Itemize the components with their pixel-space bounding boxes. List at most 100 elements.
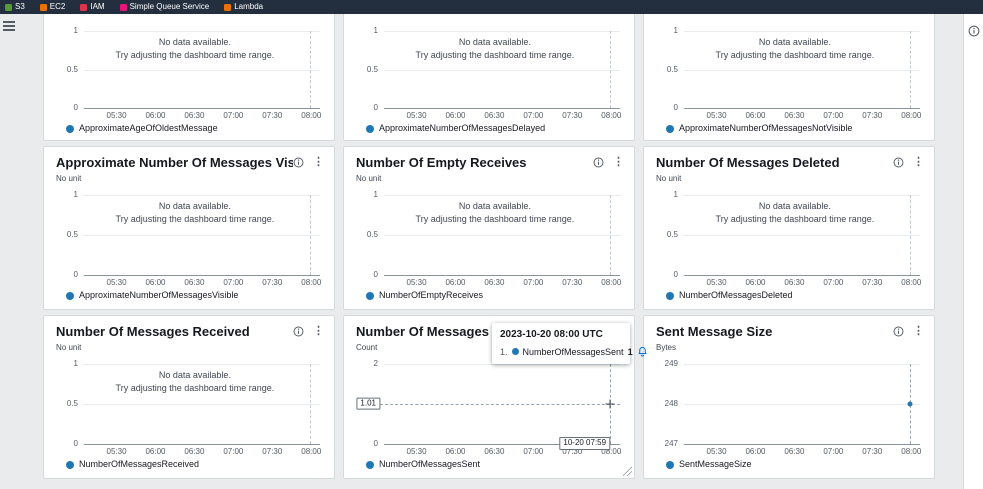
series-data-point xyxy=(907,401,913,407)
time-cursor-line xyxy=(910,31,912,108)
no-data-line2: Try adjusting the dashboard time range. xyxy=(715,214,875,225)
card-header-icons: ⋮ xyxy=(293,157,324,168)
card-title: Number Of Empty Receives xyxy=(356,155,527,170)
y-axis-unit-label: Bytes xyxy=(656,343,677,352)
no-data-line2: Try adjusting the dashboard time range. xyxy=(115,50,275,61)
chart-plot-area[interactable]: 1 0.5 0 05:30 06:00 06:30 07:00 07:30 08:00 No da… xyxy=(367,27,621,120)
cursor-value-label: 1.01 xyxy=(356,397,380,410)
tooltip-series-name: NumberOfMessagesSent xyxy=(522,346,624,357)
legend-item[interactable]: ApproximateAgeOfOldestMessage xyxy=(66,124,334,133)
x-tick-label: 07:00 xyxy=(223,447,244,456)
widget-resize-handle[interactable] xyxy=(623,467,632,476)
widget-info-icon[interactable] xyxy=(293,157,304,168)
gridline xyxy=(684,69,920,71)
x-tick-label: 08:00 xyxy=(301,111,322,120)
card-title: Sent Message Size xyxy=(656,324,773,339)
gridline xyxy=(384,275,620,276)
widget-info-icon[interactable] xyxy=(293,326,304,337)
widget-info-icon[interactable] xyxy=(893,157,904,168)
help-info-icon[interactable] xyxy=(968,24,980,42)
legend-item[interactable]: NumberOfMessagesSent xyxy=(366,460,634,469)
favorites-item-ec2[interactable]: EC2 xyxy=(39,3,65,11)
favorites-item-iam[interactable]: IAM xyxy=(80,3,105,11)
x-tick-label: 06:00 xyxy=(745,111,766,120)
gridline xyxy=(684,275,920,276)
legend-item[interactable]: NumberOfEmptyReceives xyxy=(366,291,634,300)
no-data-line1: No data available. xyxy=(158,369,231,380)
chart-plot-area[interactable]: 1 0.5 0 05:30 06:00 06:30 07:00 07:30 08:00 No da… xyxy=(667,191,921,287)
card-title: Number Of Messages Deleted xyxy=(656,155,840,170)
gridline xyxy=(684,364,920,365)
no-data-line1: No data available. xyxy=(158,200,231,211)
x-tick-label: 06:00 xyxy=(145,111,166,120)
widget-kebab-menu-icon[interactable]: ⋮ xyxy=(313,325,324,337)
y-tick-label: 0.5 xyxy=(66,399,78,408)
dashboard-canvas: 1 0.5 0 05:30 06:00 06:30 07:00 07:30 08:00 No da… xyxy=(0,14,983,489)
y-axis-unit-label: No unit xyxy=(656,174,682,183)
no-data-line2: Try adjusting the dashboard time range. xyxy=(115,214,275,225)
y-tick-label: 0 xyxy=(73,439,78,448)
widget-kebab-menu-icon[interactable]: ⋮ xyxy=(613,156,624,168)
y-axis-unit-label: No unit xyxy=(56,174,82,183)
card-header-icons: ⋮ xyxy=(893,326,924,337)
legend-item[interactable]: SentMessageSize xyxy=(666,460,934,469)
gridline xyxy=(84,404,320,405)
widget-info-icon[interactable] xyxy=(893,326,904,337)
create-alarm-bell-icon[interactable] xyxy=(637,346,648,357)
widget-kebab-menu-icon[interactable]: ⋮ xyxy=(313,156,324,168)
legend-item[interactable]: ApproximateNumberOfMessagesNotVisible xyxy=(666,124,934,133)
help-panel-strip xyxy=(963,14,983,489)
favorites-item-sqs[interactable]: Simple Queue Service xyxy=(119,3,209,11)
legend-item[interactable]: ApproximateNumberOfMessagesVisible xyxy=(66,291,334,300)
legend-color-dot xyxy=(666,460,674,469)
chart-plot-area[interactable]: 1 0.5 0 05:30 06:00 06:30 07:00 07:30 08:00 No da… xyxy=(367,191,621,287)
gridline xyxy=(84,364,320,365)
widget-kebab-menu-icon[interactable]: ⋮ xyxy=(913,325,924,337)
cursor-date-label: 10-20 07:59 xyxy=(559,436,611,450)
crosshair-marker xyxy=(605,399,615,409)
card-approximate-age-of-oldest-message: 1 0.5 0 05:30 06:00 06:30 07:00 07:30 08:00 No da… xyxy=(43,14,335,141)
card-approximate-number-of-messages-not-visible: 1 0.5 0 05:30 06:00 06:30 07:00 07:30 08:00 No da… xyxy=(643,14,935,141)
widget-info-icon[interactable] xyxy=(593,157,604,168)
x-tick-label: 08:00 xyxy=(301,278,322,287)
y-tick-label: 0.5 xyxy=(666,64,678,74)
card-number-of-empty-receives: Number Of Empty Receives ⋮ No unit 1 0.5 0 05:… xyxy=(343,146,635,310)
legend-item[interactable]: ApproximateNumberOfMessagesDelayed xyxy=(366,124,634,133)
x-tick-label: 05:30 xyxy=(406,278,427,287)
x-tick-label: 08:00 xyxy=(901,278,922,287)
chart-plot-area[interactable]: 249 248 247 05:30 06:00 06:30 07:00 07:30 08:00 xyxy=(665,360,922,456)
y-tick-label: 248 xyxy=(664,399,678,408)
chart-plot-area[interactable]: 1 0.5 0 05:30 06:00 06:30 07:00 07:30 08:00 No da… xyxy=(67,27,321,120)
favorites-item-s3[interactable]: S3 xyxy=(5,3,25,11)
s3-service-icon xyxy=(5,3,12,11)
x-tick-label: 06:30 xyxy=(484,447,505,456)
y-axis-unit-label: No unit xyxy=(56,343,82,352)
legend-item[interactable]: NumberOfMessagesDeleted xyxy=(666,291,934,300)
sqs-service-icon xyxy=(119,3,127,11)
chart-plot-area[interactable]: 1 0.5 0 05:30 06:00 06:30 07:00 07:30 08:00 No da… xyxy=(67,191,321,287)
y-tick-label: 1 xyxy=(73,359,78,368)
chart-plot-area[interactable]: 2 0 05:30 06:00 06:30 07:00 07:30 08:00 1.01 10-2… xyxy=(356,360,621,456)
legend-label: SentMessageSize xyxy=(679,459,752,469)
widget-kebab-menu-icon[interactable]: ⋮ xyxy=(913,156,924,168)
favorites-bar: S3 EC2 IAM Simple Queue Service Lambda xyxy=(0,0,983,14)
legend-color-dot xyxy=(66,124,74,133)
hamburger-menu-icon[interactable] xyxy=(3,21,15,33)
x-tick-label: 07:30 xyxy=(562,447,583,456)
card-number-of-messages-received: Number Of Messages Received ⋮ No unit 1 0.5 0… xyxy=(43,315,335,479)
no-data-message: No data available. Try adjusting the dash… xyxy=(384,36,606,63)
iam-service-icon xyxy=(80,3,88,11)
time-cursor-line xyxy=(310,364,312,444)
gridline xyxy=(84,195,320,196)
x-tick-label: 07:00 xyxy=(523,111,544,120)
gridline xyxy=(384,235,620,236)
legend-item[interactable]: NumberOfMessagesReceived xyxy=(66,460,334,469)
card-sent-message-size: Sent Message Size ⋮ Bytes 249 248 247 05:30 06:… xyxy=(643,315,935,479)
favorites-item-lambda[interactable]: Lambda xyxy=(224,3,263,11)
widget-row-2: Approximate Number Of Messages Visible ⋮ N… xyxy=(43,146,935,310)
y-tick-label: 0.5 xyxy=(366,64,378,74)
chart-plot-area[interactable]: 1 0.5 0 05:30 06:00 06:30 07:00 07:30 08:00 No da… xyxy=(667,27,921,120)
x-tick-label: 06:00 xyxy=(445,111,466,120)
chart-plot-area[interactable]: 1 0.5 0 05:30 06:00 06:30 07:00 07:30 08:00 No da… xyxy=(67,360,321,456)
no-data-line1: No data available. xyxy=(458,200,531,211)
